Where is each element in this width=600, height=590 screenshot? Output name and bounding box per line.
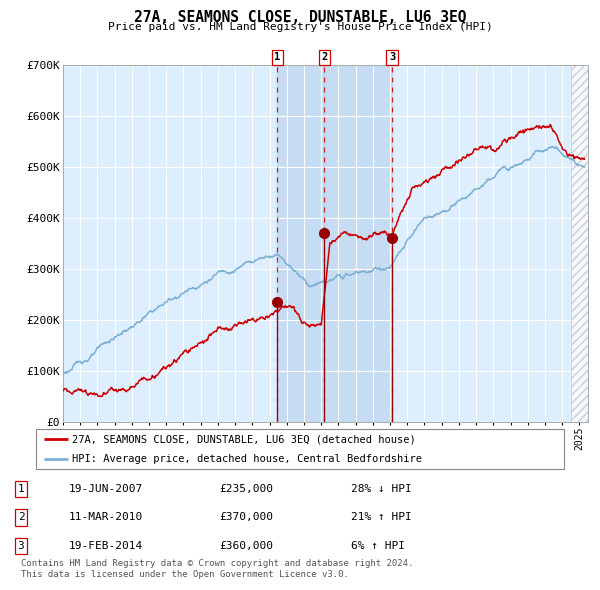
Text: 2: 2 [17,513,25,522]
Bar [571,65,588,422]
Text: £235,000: £235,000 [219,484,273,494]
Text: 11-MAR-2010: 11-MAR-2010 [69,513,143,522]
Text: 3: 3 [17,541,25,550]
Text: HPI: Average price, detached house, Central Bedfordshire: HPI: Average price, detached house, Cent… [72,454,422,464]
Text: 2: 2 [322,52,328,62]
Bar [277,65,325,422]
Text: £370,000: £370,000 [219,513,273,522]
Text: 28% ↓ HPI: 28% ↓ HPI [351,484,412,494]
Text: Price paid vs. HM Land Registry's House Price Index (HPI): Price paid vs. HM Land Registry's House … [107,22,493,32]
Text: £360,000: £360,000 [219,541,273,550]
Text: 1: 1 [274,52,281,62]
Text: 27A, SEAMONS CLOSE, DUNSTABLE, LU6 3EQ: 27A, SEAMONS CLOSE, DUNSTABLE, LU6 3EQ [134,10,466,25]
Text: 21% ↑ HPI: 21% ↑ HPI [351,513,412,522]
Bar [325,65,392,422]
Text: 19-FEB-2014: 19-FEB-2014 [69,541,143,550]
Text: 19-JUN-2007: 19-JUN-2007 [69,484,143,494]
Text: 6% ↑ HPI: 6% ↑ HPI [351,541,405,550]
Text: Contains HM Land Registry data © Crown copyright and database right 2024.
This d: Contains HM Land Registry data © Crown c… [21,559,413,579]
Text: 3: 3 [389,52,395,62]
Text: 1: 1 [17,484,25,494]
Text: 27A, SEAMONS CLOSE, DUNSTABLE, LU6 3EQ (detached house): 27A, SEAMONS CLOSE, DUNSTABLE, LU6 3EQ (… [72,434,416,444]
